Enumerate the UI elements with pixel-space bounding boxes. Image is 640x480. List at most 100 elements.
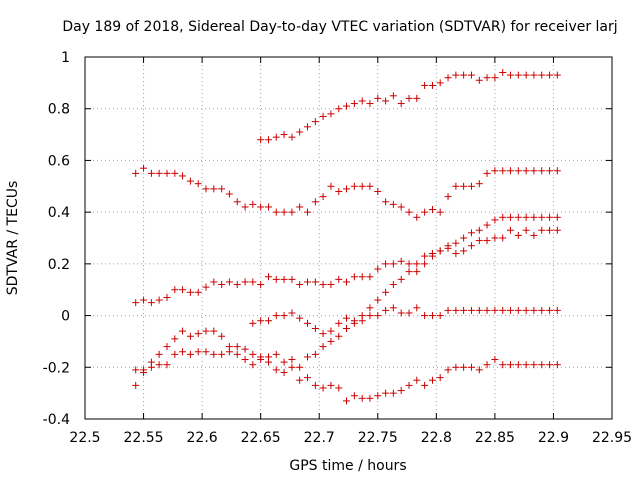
data-point xyxy=(265,136,273,144)
data-point xyxy=(413,94,421,102)
data-point xyxy=(436,374,444,382)
data-point xyxy=(241,356,249,364)
data-point xyxy=(358,317,366,325)
data-point xyxy=(171,335,179,343)
data-point xyxy=(405,381,413,389)
x-axis-label: GPS time / hours xyxy=(289,458,406,474)
data-point xyxy=(389,304,397,312)
data-point xyxy=(179,286,187,294)
data-point xyxy=(413,304,421,312)
data-point xyxy=(436,208,444,216)
data-point xyxy=(296,281,304,289)
data-point xyxy=(140,164,148,172)
data-point xyxy=(202,283,210,291)
y-tick-label: 1 xyxy=(61,50,70,66)
data-point xyxy=(163,361,171,369)
x-tick-label: 22.8 xyxy=(421,430,452,446)
data-point xyxy=(343,397,351,405)
data-point xyxy=(210,350,218,358)
data-point xyxy=(272,350,280,358)
data-point xyxy=(311,325,319,332)
data-point xyxy=(233,198,241,206)
data-point xyxy=(491,306,499,314)
data-point xyxy=(444,306,452,314)
data-point xyxy=(428,252,436,260)
data-point xyxy=(553,361,561,369)
data-point xyxy=(553,213,561,221)
axis-ticks: 22.5 22.55 22.6 22.65 22.7 22.75 22.8 22.85 22.9… xyxy=(43,50,632,446)
data-point xyxy=(530,167,538,175)
data-point xyxy=(179,327,187,335)
data-point xyxy=(272,208,280,216)
data-point xyxy=(382,198,390,206)
y-tick-label: 0.2 xyxy=(48,257,70,273)
x-tick-label: 22.5 xyxy=(69,430,100,446)
data-point xyxy=(366,182,374,190)
data-point xyxy=(475,76,483,84)
data-point xyxy=(366,304,374,312)
data-point xyxy=(343,185,351,193)
data-point xyxy=(241,203,249,211)
data-point xyxy=(202,327,210,335)
data-point xyxy=(421,381,429,389)
data-point xyxy=(319,343,327,351)
data-point xyxy=(311,381,319,389)
data-point xyxy=(319,384,327,392)
data-point xyxy=(366,312,374,320)
data-point xyxy=(296,203,304,211)
data-point xyxy=(444,193,452,201)
data-point xyxy=(225,348,233,356)
data-point xyxy=(335,275,343,283)
data-point xyxy=(163,293,171,301)
data-point xyxy=(405,94,413,102)
data-point xyxy=(249,361,257,369)
data-point xyxy=(186,350,194,358)
y-tick-label: 0 xyxy=(61,309,70,325)
data-point xyxy=(319,281,327,289)
data-point xyxy=(428,312,436,320)
data-point xyxy=(327,337,335,345)
data-point xyxy=(280,358,288,366)
data-point xyxy=(546,71,554,79)
data-point xyxy=(374,392,382,400)
data-point xyxy=(350,392,358,400)
data-point xyxy=(288,356,296,364)
data-point xyxy=(327,281,335,289)
data-point xyxy=(413,268,421,276)
data-point xyxy=(358,394,366,402)
data-point xyxy=(483,74,491,82)
data-point xyxy=(553,306,561,314)
data-point xyxy=(553,71,561,79)
data-point xyxy=(475,226,483,234)
data-point xyxy=(327,381,335,389)
data-point xyxy=(132,381,140,389)
data-point xyxy=(522,306,530,314)
data-point xyxy=(389,260,397,268)
data-point xyxy=(280,312,288,320)
data-point xyxy=(241,345,249,353)
data-point xyxy=(522,71,530,79)
x-tick-label: 22.95 xyxy=(592,430,632,446)
y-tick-label: 0.8 xyxy=(48,102,70,118)
data-point xyxy=(452,71,460,79)
data-point xyxy=(358,97,366,105)
data-point xyxy=(257,281,265,289)
data-point xyxy=(546,213,554,221)
data-point xyxy=(272,275,280,283)
data-point xyxy=(194,348,202,356)
data-point xyxy=(483,361,491,369)
data-point xyxy=(132,366,140,374)
data-point xyxy=(132,169,140,177)
data-point xyxy=(546,361,554,369)
data-point xyxy=(553,226,561,234)
data-point xyxy=(522,213,530,221)
data-point xyxy=(233,343,241,351)
data-point xyxy=(382,389,390,397)
data-point xyxy=(249,319,257,327)
data-point xyxy=(343,325,351,332)
data-point xyxy=(343,314,351,322)
data-point xyxy=(506,361,514,369)
data-point xyxy=(171,350,179,358)
data-point xyxy=(350,317,358,325)
